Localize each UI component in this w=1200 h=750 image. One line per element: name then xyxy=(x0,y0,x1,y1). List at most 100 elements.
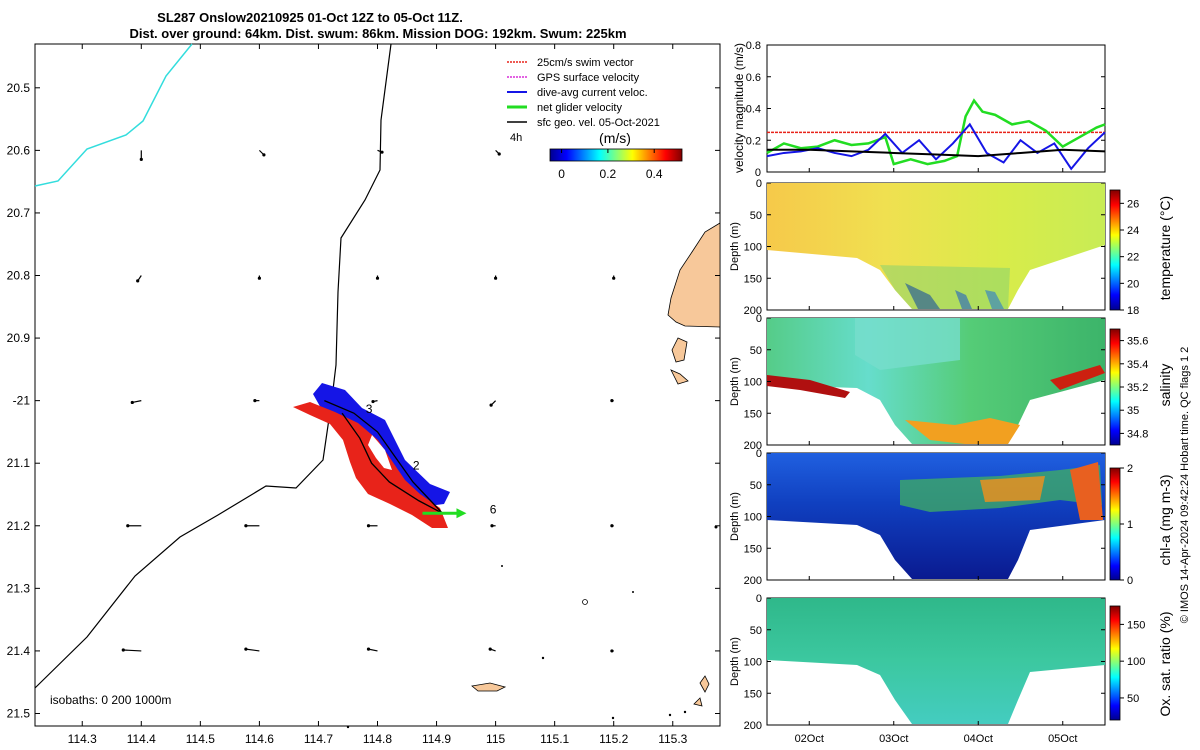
map-xtick-label: 115.2 xyxy=(599,732,628,746)
legend-label-dive-avg-current: dive-avg current veloc. xyxy=(537,87,648,99)
velocity-axes-box xyxy=(766,44,1106,173)
island xyxy=(541,656,545,660)
temperature-colorbar xyxy=(1109,189,1121,311)
map-ytick-label: 20.8 xyxy=(7,269,31,283)
section-ytick-label: 150 xyxy=(744,543,762,555)
colorbar-gradient xyxy=(549,148,683,162)
island xyxy=(671,337,688,363)
chla-panel xyxy=(766,452,1106,581)
map-ytick-label: 21.1 xyxy=(7,456,31,470)
legend-entry-sfc-geo-vel: sfc geo. vel. 05-Oct-2021 xyxy=(507,117,660,129)
island xyxy=(346,725,350,729)
map-xtick-label: 114.5 xyxy=(186,732,215,746)
map-xtick-label: 114.8 xyxy=(363,732,392,746)
salinity-colorbar xyxy=(1109,328,1121,446)
salinity-low-patch xyxy=(855,318,960,370)
map-ytick-label: -21 xyxy=(13,394,31,408)
speed-colorbar: (m/s) 0 0.2 0.4 xyxy=(549,130,683,181)
map-panel: 2 3 6 25cm/s swim vector GPS surface veloc… xyxy=(7,43,721,746)
chla-colorbar-label: chl-a (mg m-3) xyxy=(1157,474,1173,565)
surface-current-vector-head xyxy=(497,152,501,156)
temperature-cool-layer xyxy=(880,265,1010,309)
temperature-panel xyxy=(766,182,1106,311)
map-xtick-label: 115 xyxy=(486,732,505,746)
surface-current-vector-head xyxy=(136,279,140,283)
map-axis-ticks: 114.3 114.4 114.5 114.6 114.7 114.8 114.9 115 11… xyxy=(7,44,720,746)
temperature-colorbar-label: temperature (°C) xyxy=(1157,196,1173,300)
surface-current-vector-head xyxy=(257,276,261,280)
salinity-section xyxy=(767,318,1105,444)
map-xtick-label: 114.7 xyxy=(304,732,333,746)
section-ytick-label: 0 xyxy=(756,313,762,325)
colorbar-tick-label: 26 xyxy=(1127,198,1139,210)
velocity-ytick-label: 0.4 xyxy=(746,104,761,116)
surface-current-vector-head xyxy=(610,399,614,403)
section-ytick-label: 50 xyxy=(750,480,762,492)
section-xtick-label: 03Oct xyxy=(879,733,908,745)
velocity-ytick-label: 0.2 xyxy=(746,135,761,147)
section-ylabel: Depth (m) xyxy=(729,637,741,686)
legend-entry-gps-velocity: GPS surface velocity xyxy=(507,72,640,84)
surface-current-vector-head xyxy=(490,524,494,528)
surface-current-vector-head xyxy=(244,524,248,528)
section-ylabel: Depth (m) xyxy=(729,222,741,271)
section-ytick-label: 150 xyxy=(744,273,762,285)
velocity-ytick-label: 0.6 xyxy=(746,72,761,84)
map-xtick-label: 115.1 xyxy=(540,732,569,746)
colorbar-tick-label: 0.2 xyxy=(600,167,617,181)
section-ytick-label: 0 xyxy=(756,448,762,460)
island xyxy=(693,697,703,707)
section-ytick-label: 150 xyxy=(744,688,762,700)
surface-current-vector-head xyxy=(375,276,380,280)
island xyxy=(632,591,634,593)
surface-current-vector-head xyxy=(253,399,257,403)
map-xtick-label: 114.9 xyxy=(422,732,451,746)
section-ytick-label: 200 xyxy=(744,720,762,732)
colorbar-tick-label: 0 xyxy=(558,167,565,181)
oxygen-section xyxy=(767,598,1105,724)
salinity-high-patch xyxy=(1050,365,1105,390)
map-ytick-label: 20.7 xyxy=(7,206,31,220)
colorbar-tick-label: 50 xyxy=(1127,693,1139,705)
map-ytick-label: 20.5 xyxy=(7,81,31,95)
colorbar-tick-label: 150 xyxy=(1127,619,1145,631)
surface-current-vector-head xyxy=(244,647,248,651)
surface-current-vector-head xyxy=(130,400,134,405)
track-waypoint-label: 6 xyxy=(490,502,497,516)
map-ytick-label: 21.3 xyxy=(7,581,31,595)
colorbar-tick-label: 35.4 xyxy=(1127,359,1148,371)
surface-current-vector-head xyxy=(380,150,384,154)
surface-current-vector-head xyxy=(139,157,143,161)
footer-credit: © IMOS 14-Apr-2024 09:42:24 Hobart time.… xyxy=(1179,347,1191,624)
surface-current-vector xyxy=(123,649,142,652)
figure-title-line2: Dist. over ground: 64km. Dist. swum: 86k… xyxy=(129,26,626,41)
legend-entry-dive-avg-current: dive-avg current veloc. xyxy=(507,87,648,99)
surface-current-vector-head xyxy=(612,276,616,280)
isobath-200m xyxy=(34,43,392,689)
figure-title-line1: SL287 Onslow20210925 01-Oct 12Z to 05-Oc… xyxy=(157,10,463,25)
temperature-section xyxy=(767,183,1105,309)
map-ytick-label: 21.5 xyxy=(7,706,31,720)
island xyxy=(668,713,672,717)
oxygen-panel xyxy=(766,597,1106,726)
island xyxy=(670,369,689,385)
colorbar-tick-label: 1 xyxy=(1127,519,1133,531)
surface-current-vector-head xyxy=(610,649,614,653)
legend-label-net-glider-velocity: net glider velocity xyxy=(537,102,622,114)
salinity-panel xyxy=(766,317,1106,446)
colorbar-tick-label: 35.6 xyxy=(1127,336,1148,348)
legend-entry-net-glider-velocity: net glider velocity xyxy=(507,102,622,114)
map-axes-box xyxy=(34,43,721,727)
legend-entry-swim-vector: 25cm/s swim vector xyxy=(507,57,634,69)
salinity-mid-patch xyxy=(905,418,1020,444)
chla-high-patch xyxy=(980,476,1045,502)
surface-current-vector xyxy=(245,648,260,652)
surface-current-vector-head xyxy=(262,153,266,157)
map-xtick-label: 115.3 xyxy=(658,732,687,746)
section-ytick-label: 0 xyxy=(756,593,762,605)
section-ylabel: Depth (m) xyxy=(729,357,741,406)
chla-colorbar xyxy=(1109,467,1121,581)
velocity-panel: 0 0.2 0.4 0.6 0.8 velocity magnitude (m/s) xyxy=(732,40,1106,179)
